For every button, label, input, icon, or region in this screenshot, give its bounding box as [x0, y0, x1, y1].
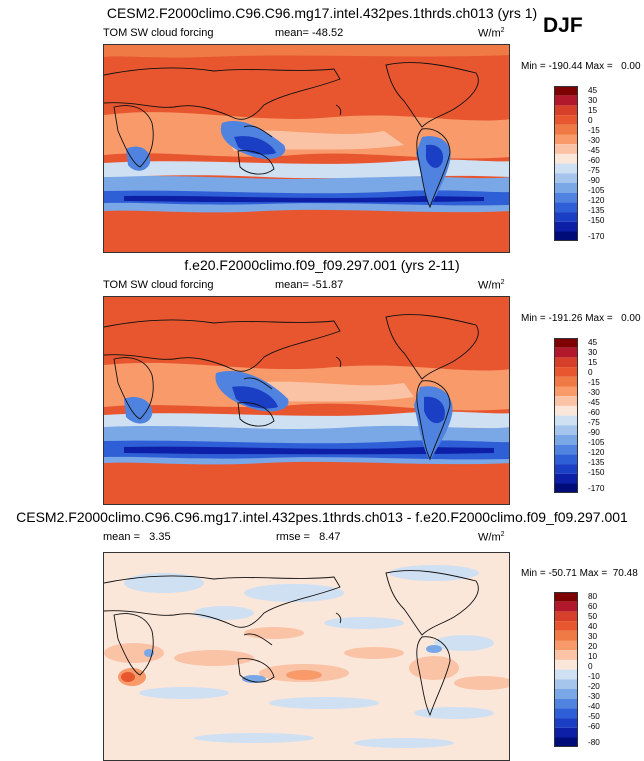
colorbar-tick: -40 — [588, 702, 600, 711]
panel-2-colorbar — [554, 338, 578, 493]
panel-2-units: W/m2 — [478, 279, 505, 292]
panel-3-rmse: rmse = 8.47 — [276, 531, 341, 543]
colorbar-tick: 45 — [588, 338, 598, 347]
panel-2-mean-value: -51.87 — [312, 279, 344, 291]
panel-1-mean-label: mean= — [275, 27, 309, 39]
colorbar-tick: 0 — [588, 116, 593, 125]
colorbar-tick: 45 — [588, 86, 598, 95]
colorbar-tick: 20 — [588, 642, 598, 651]
panel-2-title: f.e20.F2000climo.f09_f09.297.001 (yrs 2-… — [184, 257, 460, 273]
panel-2-mean-label: mean= — [275, 279, 309, 291]
panel-2-map — [103, 296, 510, 505]
colorbar-tick: -105 — [588, 186, 605, 195]
colorbar-tick: 60 — [588, 602, 598, 611]
colorbar-tick: -50 — [588, 712, 600, 721]
panel-2-minmax: Min = -191.26 Max = 0.00 — [521, 313, 641, 324]
colorbar-tick: -150 — [588, 216, 605, 225]
colorbar-tick: -135 — [588, 206, 605, 215]
colorbar-tick: -105 — [588, 438, 605, 447]
panel-3-units: W/m2 — [478, 531, 505, 544]
colorbar-tick: 30 — [588, 632, 598, 641]
colorbar-tick: -60 — [588, 722, 600, 731]
colorbar-tick: 0 — [588, 368, 593, 377]
colorbar-tick: 30 — [588, 96, 598, 105]
colorbar-tick: -120 — [588, 196, 605, 205]
panel-1-mean: mean= -48.52 — [275, 27, 343, 39]
colorbar-tick: -120 — [588, 448, 605, 457]
panel-2-variable: TOM SW cloud forcing — [103, 279, 214, 291]
panel-1-colorbar — [554, 86, 578, 241]
colorbar-tick: -45 — [588, 146, 600, 155]
panel-1-title: CESM2.F2000climo.C96.C96.mg17.intel.432p… — [106, 5, 538, 21]
colorbar-tick: -15 — [588, 378, 600, 387]
colorbar-tick: -30 — [588, 388, 600, 397]
colorbar-tick: -90 — [588, 428, 600, 437]
colorbar-tick: -45 — [588, 398, 600, 407]
colorbar-tick: -80 — [588, 738, 600, 747]
colorbar-tick: -135 — [588, 458, 605, 467]
colorbar-tick: 40 — [588, 622, 598, 631]
colorbar-tick: 80 — [588, 592, 598, 601]
colorbar-tick: -90 — [588, 176, 600, 185]
season-label: DJF — [543, 14, 583, 37]
panel-1-map — [103, 44, 510, 253]
panel-1-minmax: Min = -190.44 Max = 0.00 — [521, 61, 641, 72]
panel-1-units: W/m2 — [478, 27, 505, 40]
colorbar-tick: -20 — [588, 682, 600, 691]
colorbar-tick: -15 — [588, 126, 600, 135]
colorbar-tick: 0 — [588, 662, 593, 671]
panel-1-mean-value: -48.52 — [312, 27, 344, 39]
panel-3-rmse-label: rmse = — [276, 531, 310, 543]
colorbar-tick: -60 — [588, 408, 600, 417]
panel-1-variable: TOM SW cloud forcing — [103, 27, 214, 39]
panel-3-rmse-value: 8.47 — [319, 531, 341, 543]
panel-3-mean-value: 3.35 — [149, 531, 171, 543]
panel-3-minmax: Min = -50.71 Max = 70.48 — [521, 568, 638, 579]
panel-3-mean: mean = 3.35 — [103, 531, 171, 543]
colorbar-tick: -30 — [588, 136, 600, 145]
panel-3-title: CESM2.F2000climo.C96.C96.mg17.intel.432p… — [16, 509, 628, 525]
colorbar-tick: -170 — [588, 484, 605, 493]
colorbar-tick: 10 — [588, 652, 598, 661]
colorbar-tick: 15 — [588, 358, 598, 367]
colorbar-tick: 30 — [588, 348, 598, 357]
colorbar-tick: 15 — [588, 106, 598, 115]
panel-3-map — [103, 552, 510, 761]
colorbar-tick: -60 — [588, 156, 600, 165]
colorbar-tick: -30 — [588, 692, 600, 701]
colorbar-tick: -75 — [588, 418, 600, 427]
colorbar-tick: -10 — [588, 672, 600, 681]
colorbar-tick: 50 — [588, 612, 598, 621]
panel-3-colorbar — [554, 592, 578, 747]
colorbar-tick: -150 — [588, 468, 605, 477]
colorbar-tick: -75 — [588, 166, 600, 175]
colorbar-tick: -170 — [588, 232, 605, 241]
panel-2-mean: mean= -51.87 — [275, 279, 343, 291]
panel-3-mean-label: mean = — [103, 531, 140, 543]
